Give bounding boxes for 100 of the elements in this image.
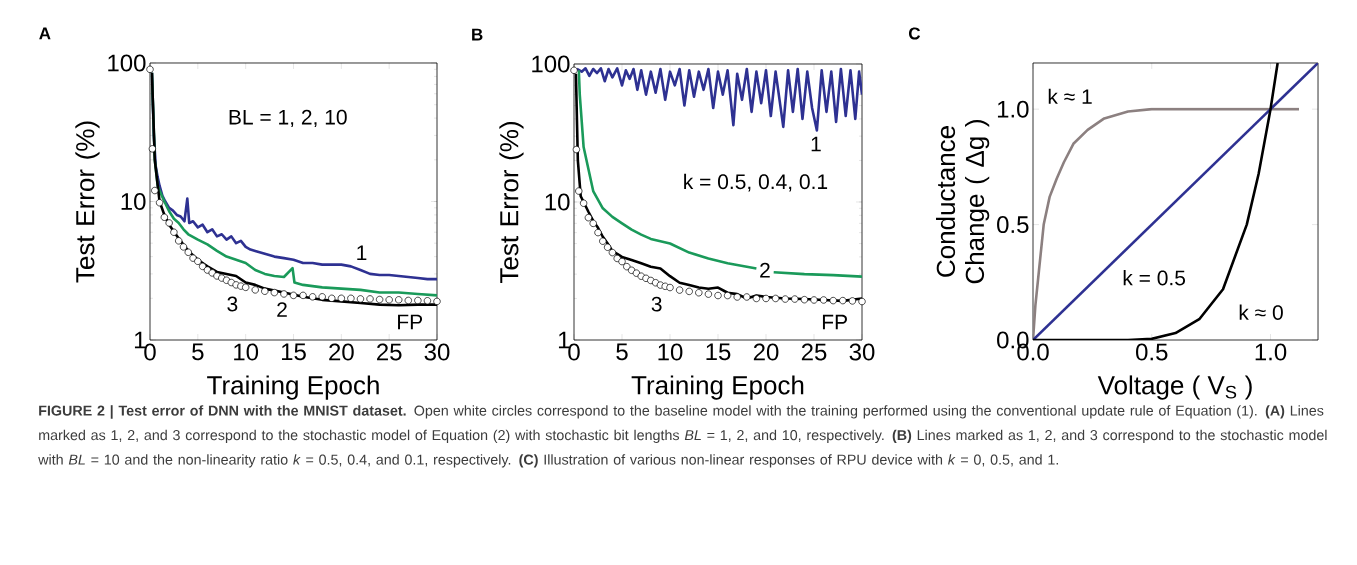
point [337,294,345,302]
point [743,293,751,301]
annotation: 2 [277,302,287,317]
annotation: k = 0.5 [1123,269,1186,286]
point [328,294,336,302]
x-tick-label: 0 [144,343,156,361]
point [570,66,578,74]
point [752,294,761,303]
chart-title: A [39,27,51,40]
point [589,219,597,228]
text: FIGURE 2 | Test error of DNN with the MNIST dataset. Open white circles correspond to the baseline model with the training performed using the conventional update rule of Equation (1). (A) Lines marked as 1, 2, and 3 correspond to the stochastic model of Equation (2) with stochastic bit lengths BL = 1, 2, and 10, respectively. (B) Lines marked as 1, 2, and 3 correspond to the stochastic model with BL = 10 and the non-linearity ratio k = 0.5, 0.4, and 0.1, respectively. (C) Illustration of various non-linear responses of RPU device with k = 0, 0.5, and 1. [38,405,1327,468]
point [184,248,192,256]
point [819,296,828,304]
chart-title: B [472,28,483,41]
annotation: BL = 1, 2, 10 [229,109,347,128]
point [685,287,693,296]
annotation: 1 [357,245,367,260]
y-tick-label: 1 [558,331,570,349]
x-tick-label: 5 [192,343,204,361]
point [146,65,154,73]
y-tick-label: 10 [545,193,570,211]
point [579,199,588,207]
point [179,243,188,251]
point [404,296,412,305]
y-tick-label: 100 [532,55,570,73]
x-tick-label: 10 [234,343,259,361]
point [575,187,583,195]
point [280,290,288,298]
point [848,297,857,305]
annotation: k ≈ 1 [1048,88,1092,104]
annotation: FP [398,314,423,330]
point [165,219,173,227]
point [603,243,612,251]
y-axis-title: Test Error (%) [75,121,100,283]
x-tick-label: 10 [658,343,683,361]
annotation: 3 [651,296,662,312]
point [572,145,581,154]
point [175,237,183,245]
x-tick-label: 15 [706,343,731,361]
point [160,213,168,221]
point [433,297,441,306]
point [810,296,818,304]
annotation: k = 0.5, 0.4, 0.1 [684,173,828,192]
point [714,291,722,300]
x-axis-title: Training Epoch [631,375,804,400]
point [375,295,384,304]
point [414,296,422,305]
point [781,295,789,303]
point [395,296,403,304]
point [584,214,593,222]
y-tick-label: 100 [108,54,146,72]
point [666,283,674,292]
point [839,296,847,305]
x-tick-label: 30 [424,343,450,361]
annotation: 2 [760,262,770,278]
point [270,288,279,297]
point [289,291,298,300]
point [194,257,202,265]
x-tick-label: 25 [377,343,402,361]
point [148,145,157,153]
x-tick-label: 0 [568,343,580,361]
x-tick-label: 1.0 [1255,343,1287,361]
point [723,291,732,300]
annotation: FP [822,314,847,330]
x-tick-label: 20 [753,343,779,361]
point [704,290,713,298]
annotation: k ≈ 0 [1239,304,1283,321]
point [800,296,809,304]
y-tick-label: 10 [121,193,146,210]
point [733,293,741,301]
y-axis-title: Conductance Change ( Δg ) [936,120,990,284]
point [356,295,365,303]
point [366,295,374,303]
point [155,199,164,207]
point [347,294,355,302]
point [771,294,780,303]
line-series [1033,107,1301,340]
point [762,294,770,303]
point [261,287,269,295]
point [858,297,866,306]
x-tick-label: 15 [281,343,306,361]
point [170,228,178,236]
chart-title: C [908,27,921,40]
point [618,257,626,266]
point [599,237,607,245]
point [308,293,317,301]
point [318,293,326,301]
x-axis-title: Voltage ( V$_{S}$ ) [1097,375,1252,400]
y-axis-title: Test Error (%) [499,122,524,284]
x-tick-label: 5 [616,343,628,361]
x-tick-label: 0.5 [1136,343,1168,361]
point [675,286,684,294]
point [608,248,617,257]
x-tick-label: 20 [329,343,354,361]
point [299,291,307,300]
x-tick-label: 25 [801,343,827,361]
point [423,297,432,305]
annotation: 3 [227,296,238,312]
point [791,295,799,303]
point [385,296,393,304]
